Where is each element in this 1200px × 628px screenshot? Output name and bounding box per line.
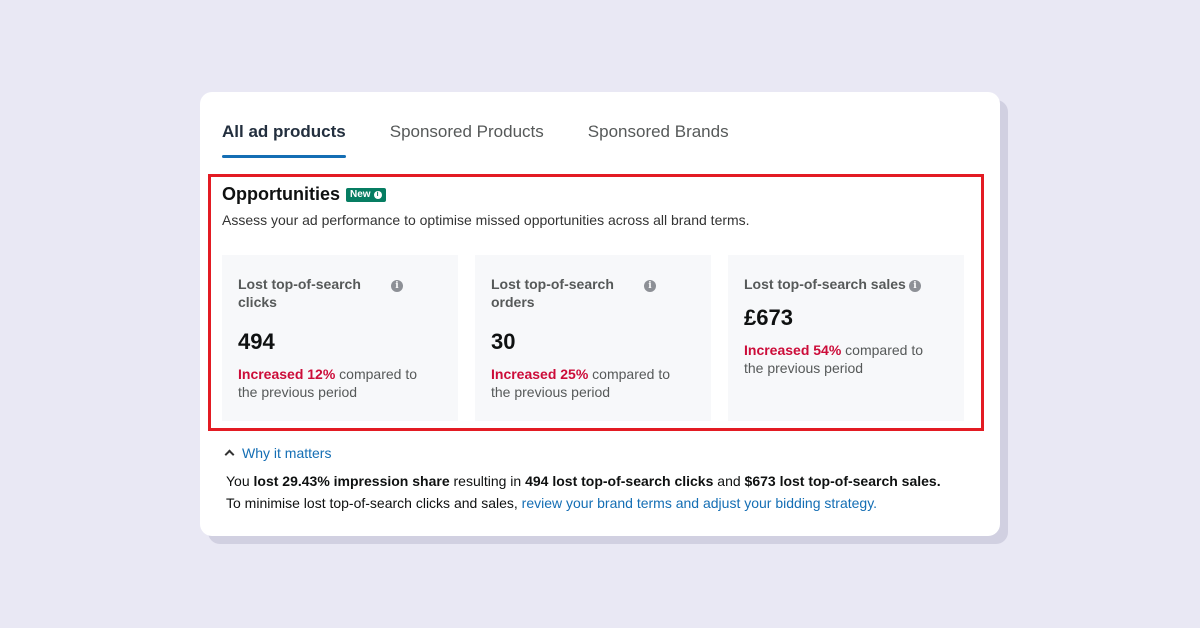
chevron-up-icon xyxy=(224,449,235,460)
metric-label: Lost top-of-search sales xyxy=(744,276,906,292)
summary-bold-impression-share: lost 29.43% impression share xyxy=(253,473,450,489)
metric-card-sales: Lost top-of-search sales i £673 Increase… xyxy=(728,255,964,421)
metric-change: Increased 12% compared to the previous p… xyxy=(238,365,438,401)
metric-change-suffix: compared to the previous period xyxy=(744,342,924,376)
metric-change-suffix: compared to the previous period xyxy=(238,366,418,400)
why-it-matters-label: Why it matters xyxy=(242,445,332,461)
metric-change-suffix: compared to the previous period xyxy=(491,366,671,400)
metric-change-percent: Increased 25% xyxy=(491,366,589,382)
review-brand-terms-link[interactable]: review your brand terms and adjust your … xyxy=(521,495,878,511)
summary-text-part: You xyxy=(226,473,254,489)
info-icon[interactable]: i xyxy=(909,280,921,292)
tab-sponsored-products[interactable]: Sponsored Products xyxy=(389,122,544,141)
metric-card-clicks: Lost top-of-search clicks i 494 Increase… xyxy=(222,255,458,421)
metric-change-percent: Increased 54% xyxy=(744,342,842,358)
metric-change: Increased 54% compared to the previous p… xyxy=(744,341,944,377)
metric-value: 494 xyxy=(238,329,275,354)
new-badge-label: New xyxy=(350,189,371,200)
summary-text-part: and xyxy=(713,473,745,489)
opportunities-highlight-box: Opportunities New i Assess your ad perfo… xyxy=(208,174,984,431)
metric-change-percent: Increased 12% xyxy=(238,366,336,382)
metric-label: Lost top-of-search clicks xyxy=(238,276,361,310)
opportunities-subtitle: Assess your ad performance to optimise m… xyxy=(222,212,750,228)
info-icon[interactable]: i xyxy=(644,280,656,292)
info-icon[interactable]: i xyxy=(373,190,382,199)
opportunities-title: Opportunities xyxy=(222,184,340,204)
metric-label: Lost top-of-search orders xyxy=(491,276,614,310)
summary-bold-clicks: 494 lost top-of-search clicks xyxy=(525,473,714,489)
metric-change: Increased 25% compared to the previous p… xyxy=(491,365,691,401)
why-it-matters-toggle[interactable]: Why it matters xyxy=(224,445,332,461)
metric-value: 30 xyxy=(491,329,516,354)
tab-sponsored-brands[interactable]: Sponsored Brands xyxy=(587,122,729,141)
summary-text-part: To minimise lost top-of-search clicks an… xyxy=(226,495,522,511)
ad-product-tabs: All ad products Sponsored Products Spons… xyxy=(222,122,773,158)
info-icon[interactable]: i xyxy=(391,280,403,292)
metric-card-orders: Lost top-of-search orders i 30 Increased… xyxy=(475,255,711,421)
metric-value: £673 xyxy=(744,305,793,330)
summary-text-part: resulting in xyxy=(449,473,526,489)
summary-bold-sales: $673 lost top-of-search sales. xyxy=(744,473,941,489)
opportunities-heading: Opportunities New i xyxy=(222,184,386,205)
new-badge: New i xyxy=(346,187,386,202)
opportunities-card: All ad products Sponsored Products Spons… xyxy=(200,92,1000,536)
metrics-row: Lost top-of-search clicks i 494 Increase… xyxy=(222,255,964,421)
summary-text: You lost 29.43% impression share resulti… xyxy=(226,470,986,514)
tab-all-ad-products[interactable]: All ad products xyxy=(222,122,346,158)
